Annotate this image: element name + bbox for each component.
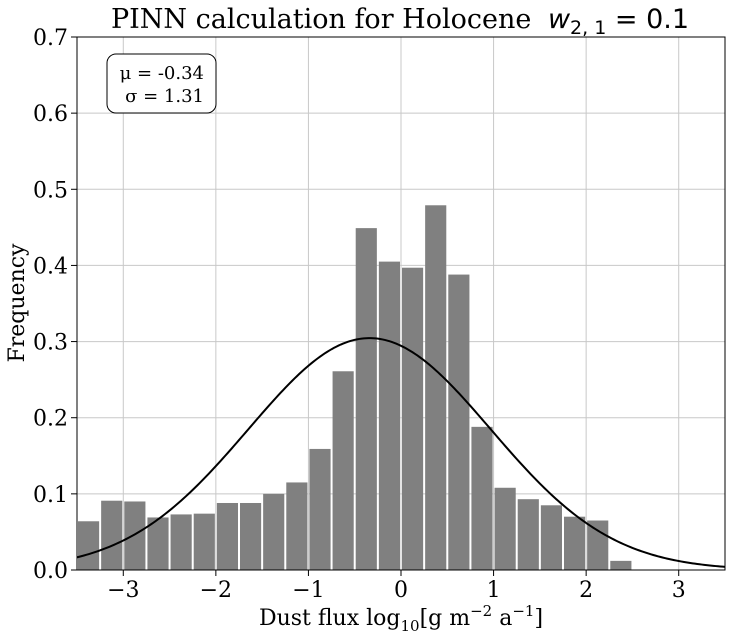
y-tick-label: 0.1 [33, 483, 68, 508]
x-tick-label: −1 [292, 578, 324, 603]
x-axis-label: Dust flux log10[g m−2 a−1] [259, 602, 543, 635]
histogram-bar [240, 502, 262, 570]
histogram-bar [78, 521, 100, 570]
histogram-bar [170, 514, 192, 570]
y-tick-label: 0.3 [33, 331, 68, 356]
histogram-bar [448, 274, 470, 570]
x-axis-label-unit-mid: a [492, 606, 512, 631]
y-tick-label: 0.5 [33, 178, 68, 203]
histogram-bar [193, 513, 215, 570]
histogram-bar [286, 482, 308, 570]
y-axis-label: Frequency [5, 243, 30, 363]
histogram-bar [610, 560, 632, 570]
histogram-bar [402, 267, 424, 570]
histogram-bar [517, 499, 539, 570]
histogram-bar [471, 426, 493, 570]
histogram-bar [147, 517, 169, 570]
histogram-bar [124, 501, 146, 570]
sigma-label: σ = 1.31 [125, 86, 204, 107]
x-tick-label: −3 [107, 578, 139, 603]
histogram-bar [494, 487, 516, 570]
x-axis-label-prefix: Dust flux log [259, 606, 401, 631]
chart-title-math-value: = 0.1 [606, 4, 689, 35]
x-tick-label: 3 [672, 578, 686, 603]
chart-title-math-sub: 2, 1 [570, 17, 606, 39]
x-tick-label: −2 [200, 578, 232, 603]
y-tick-label: 0.4 [33, 254, 68, 279]
stats-annotation: μ = -0.34 σ = 1.31 [106, 53, 217, 114]
histogram-bar [564, 516, 586, 570]
stats-box [106, 53, 217, 114]
y-tick-label: 0.7 [33, 26, 68, 51]
histogram-bar [309, 448, 331, 570]
chart-title-text: PINN calculation for Holocene [111, 4, 531, 35]
histogram-bar [425, 205, 447, 571]
x-tick-label: 1 [487, 578, 501, 603]
histogram-bar [263, 493, 285, 570]
x-axis-label-exp1: −2 [470, 602, 492, 620]
y-tick-label: 0.0 [33, 559, 68, 584]
mu-label: μ = -0.34 [120, 63, 204, 84]
axis-ticks: −3 −2 −1 0 1 2 3 0.0 0.1 0.2 0.3 0.4 0.5 0.6 0.7 [33, 26, 686, 603]
normal-fit-curve [76, 337, 726, 568]
y-tick-label: 0.6 [33, 102, 68, 127]
x-axis-label-exp2: −1 [512, 602, 534, 620]
grid-lines [77, 36, 725, 571]
normal-fit-line [76, 337, 726, 568]
histogram-bar [332, 371, 354, 570]
x-tick-label: 0 [394, 578, 408, 603]
chart-title: PINN calculation for Holocene w2, 1 = 0.… [111, 4, 689, 39]
histogram-bar [587, 520, 609, 570]
histogram-bars [78, 205, 632, 571]
x-axis-label-unit-close: ] [534, 606, 543, 631]
chart-title-math: w [548, 4, 571, 35]
y-tick-label: 0.2 [33, 407, 68, 432]
histogram-bar [216, 502, 238, 570]
histogram-bar [378, 261, 400, 570]
histogram-bar [355, 228, 377, 570]
x-axis-label-unit-open: [g m [420, 606, 471, 631]
histogram-bar [540, 505, 562, 570]
x-axis-label-base: 10 [400, 617, 419, 635]
histogram-bar [101, 500, 123, 570]
x-tick-label: 2 [579, 578, 593, 603]
